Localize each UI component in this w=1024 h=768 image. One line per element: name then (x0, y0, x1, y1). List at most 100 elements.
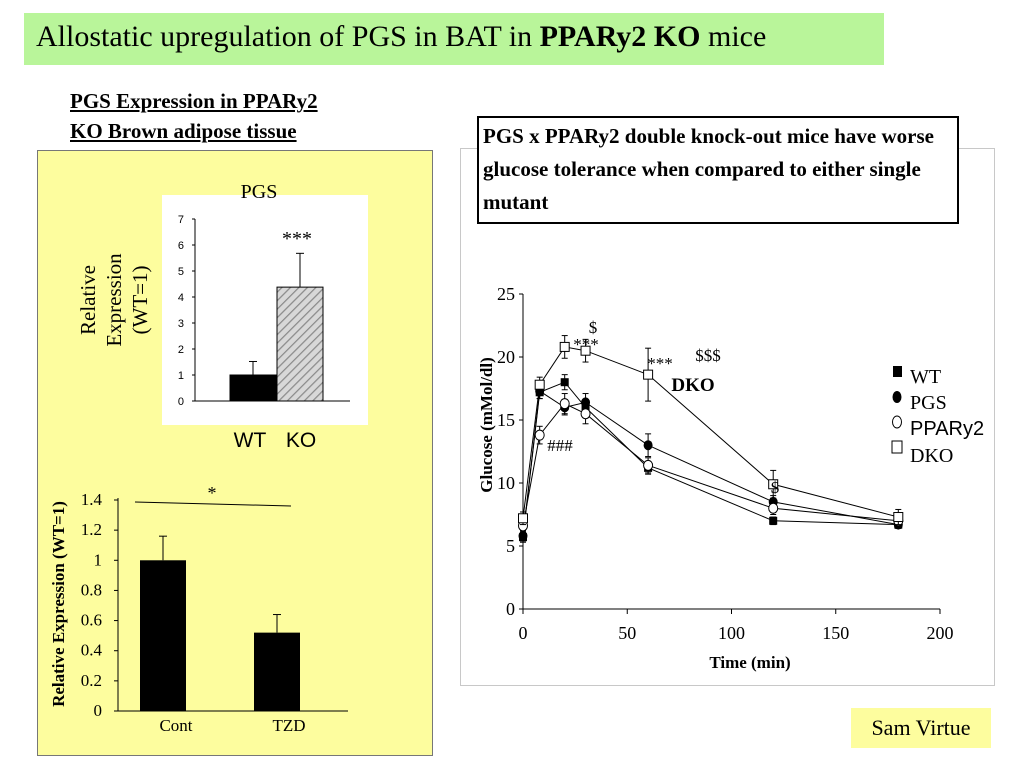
tzd-bar-tzd (254, 632, 300, 711)
point-wt (769, 516, 778, 525)
glucose-y-tick-label: 25 (497, 284, 515, 304)
pgs-bar-wt (229, 374, 277, 402)
legend-marker-wt (893, 366, 902, 377)
point-pgs (581, 397, 591, 408)
pgs-bar-ko (276, 286, 324, 402)
glucose-x-ticks: 0 50 100 150 200 (519, 609, 954, 643)
series-line-dko (522, 346, 899, 519)
tzd-y-tick-label: 0.2 (81, 671, 102, 690)
point-dko (580, 345, 591, 356)
glucose-y-tick-label: 10 (497, 473, 515, 493)
glucose-x-label: Time (min) (709, 653, 790, 672)
pgs-bar-chart: PGS 0 1 2 3 4 5 6 7 *** WT KO Relative Expressi… (76, 181, 350, 452)
pgs-category-wt: WT (234, 429, 267, 452)
point-dko (643, 369, 654, 380)
tzd-y-tick-label: 1.4 (81, 490, 103, 509)
pgs-bars (229, 252, 324, 402)
point-ppary2 (768, 502, 779, 514)
annotation-dollar-30: $ (589, 318, 598, 337)
callout-bold-text: PGS x PPARy2 double knock-out mice have (483, 124, 877, 148)
tzd-y-tick-label: 0.4 (81, 641, 103, 660)
glucose-y-label: Glucose (mMol/dl) (477, 357, 496, 493)
pgs-y-ticks: 0 1 2 3 4 5 6 7 (178, 214, 195, 408)
annotation-stars-60: *** (647, 354, 673, 373)
title-banner (24, 13, 884, 65)
left-subtitle: PGS Expression in PPARy2 KO Brown adipos… (70, 86, 318, 146)
glucose-panel (460, 148, 995, 686)
point-pgs (518, 530, 528, 541)
pgs-y-tick-label: 2 (178, 344, 184, 356)
pgs-y-tick-label: 5 (178, 266, 184, 278)
glucose-x-tick-label: 50 (618, 623, 636, 643)
tzd-significance-line (134, 501, 292, 507)
tzd-bar-cont (140, 560, 186, 711)
legend-label-wt: WT (910, 366, 941, 388)
legend-label-pgs: PGS (910, 392, 947, 414)
annotation-stars-20: *** (573, 335, 599, 354)
glucose-y-tick-label: 15 (497, 410, 515, 430)
pgs-y-tick-label: 6 (178, 240, 184, 252)
annotation-hash: ### (547, 436, 573, 455)
glucose-line-chart: 0 5 10 15 20 25 0 50 100 150 200 Time (min) Gluco… (477, 284, 984, 672)
tzd-y-tick-label: 1.2 (81, 520, 102, 539)
legend-marker-ppary2 (892, 415, 902, 429)
tzd-y-tick-label: 1 (94, 550, 103, 569)
series-ppary2 (518, 393, 904, 532)
glucose-y-tick-label: 5 (506, 536, 515, 556)
glucose-x-tick-label: 0 (519, 623, 528, 643)
pgs-chart-title: PGS (241, 181, 278, 203)
glucose-x-tick-label: 100 (718, 623, 745, 643)
page-title: Allostatic upregulation of PGS in BAT in… (36, 20, 767, 53)
tzd-y-ticks: 0 0.2 0.4 0.6 0.8 1 1.2 1.4 (81, 490, 118, 720)
series-wt (519, 374, 903, 543)
point-dko (518, 513, 528, 524)
subtitle-line-2: KO Brown adipose tissue (70, 119, 297, 143)
pgs-y-label-3: (WT=1) (128, 266, 152, 335)
tzd-y-tick-label: 0 (94, 701, 103, 720)
glucose-y-tick-label: 20 (497, 347, 515, 367)
series-pgs (518, 382, 903, 542)
annotation-dko: DKO (671, 375, 714, 396)
tzd-y-tick-label: 0.6 (81, 611, 102, 630)
point-ppary2 (559, 398, 570, 410)
author-label: Sam Virtue (851, 708, 991, 748)
point-dko (559, 341, 570, 352)
legend-label-ppary2: PPARy2 (910, 418, 984, 440)
pgs-category-ko: KO (286, 429, 316, 452)
tzd-bar-chart: 0 0.2 0.4 0.6 0.8 1 1.2 1.4 * Cont TZD Relative… (49, 483, 348, 735)
legend-label-dko: DKO (910, 445, 953, 467)
tzd-y-label: Relative Expression (WT=1) (49, 501, 68, 707)
pgs-y-tick-label: 1 (178, 370, 184, 382)
annotation-dollar-120: $ (771, 478, 780, 497)
pgs-y-label-2: Expression (102, 253, 126, 347)
subtitle-line-1: PGS Expression in PPARy2 (70, 89, 318, 113)
series-line-pgs (522, 390, 899, 536)
series-line-ppary2 (522, 402, 899, 526)
pgs-significance: *** (282, 228, 312, 250)
callout-box: PGS x PPARy2 double knock-out mice have … (477, 116, 959, 224)
pgs-y-tick-label: 3 (178, 318, 184, 330)
point-wt (560, 378, 569, 387)
tzd-significance: * (208, 483, 217, 503)
series-dko (518, 335, 904, 526)
glucose-y-tick-label: 0 (506, 599, 515, 619)
pgs-y-tick-label: 4 (178, 292, 184, 304)
glucose-series (518, 335, 904, 543)
point-dko (534, 379, 545, 390)
tzd-bars (140, 535, 300, 711)
point-dko (768, 479, 779, 490)
point-dko (893, 512, 904, 523)
point-ppary2 (643, 459, 654, 471)
point-ppary2 (580, 408, 591, 420)
pgs-y-tick-label: 0 (178, 396, 184, 408)
point-pgs (643, 440, 653, 451)
glucose-x-tick-label: 200 (927, 623, 954, 643)
tzd-category-tzd: TZD (272, 716, 305, 735)
pgs-y-label-1: Relative (76, 265, 100, 335)
pgs-y-tick-label: 7 (178, 214, 184, 226)
legend-marker-pgs (892, 391, 902, 403)
glucose-x-tick-label: 150 (822, 623, 849, 643)
tzd-category-cont: Cont (159, 716, 192, 735)
glucose-y-ticks: 0 5 10 15 20 25 (497, 284, 523, 619)
